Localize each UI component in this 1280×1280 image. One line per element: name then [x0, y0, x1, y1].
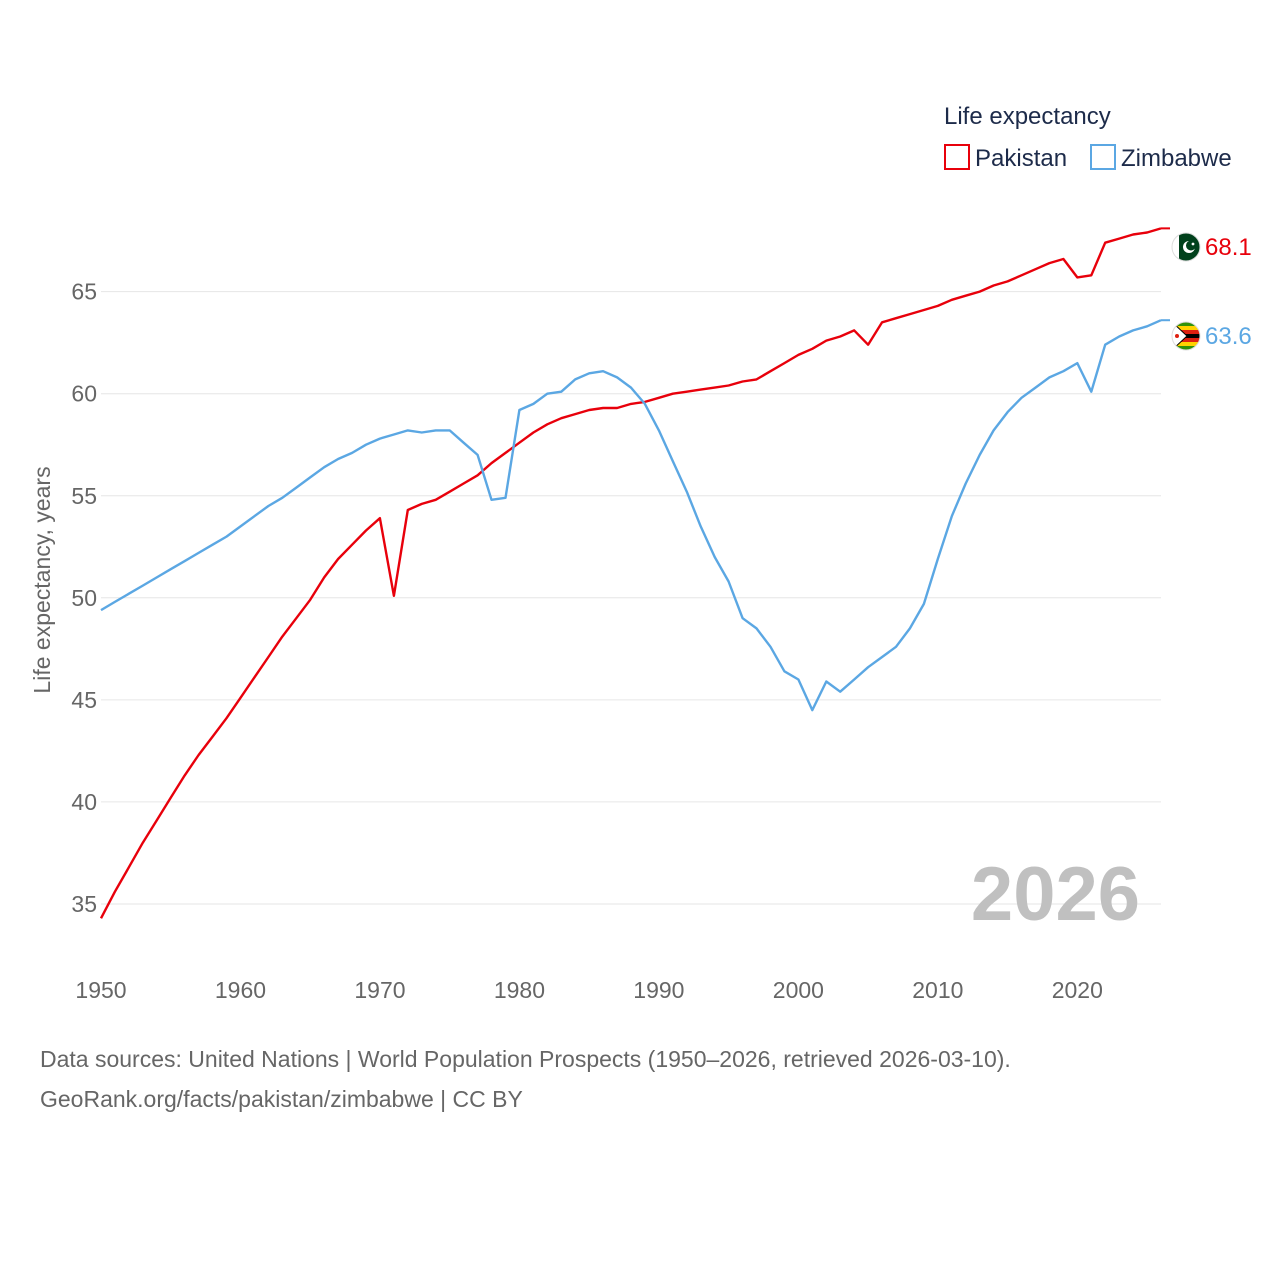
x-tick-label: 1960	[215, 977, 266, 1003]
y-axis-ticks: 35 40 45 50 55 60 65	[71, 279, 97, 917]
y-tick-label: 40	[71, 789, 97, 815]
x-tick-label: 2000	[773, 977, 824, 1003]
series-line-zimbabwe	[100, 319, 1162, 712]
y-tick-label: 35	[71, 891, 97, 917]
y-tick-label: 45	[71, 687, 97, 713]
x-tick-label: 1950	[75, 977, 126, 1003]
legend-swatch-pakistan	[944, 144, 970, 170]
x-tick-label: 2010	[912, 977, 963, 1003]
zimbabwe-flag-icon	[1172, 322, 1200, 350]
x-tick-label: 1990	[633, 977, 684, 1003]
series-line-pakistan	[99, 227, 1162, 919]
gridlines	[101, 291, 1161, 905]
series-lines	[99, 227, 1170, 919]
source-note: Data sources: United Nations | World Pop…	[40, 1046, 1011, 1072]
source-url: GeoRank.org/facts/pakistan/zimbabwe | CC…	[40, 1086, 523, 1112]
x-tick-label: 2020	[1052, 977, 1103, 1003]
series-end-labels: 68.1 63.6	[1205, 234, 1252, 350]
y-tick-label: 50	[71, 585, 97, 611]
end-value-label-pakistan: 68.1	[1205, 234, 1252, 261]
legend-label-zimbabwe: Zimbabwe	[1121, 145, 1232, 172]
legend-item-pakistan[interactable]: Pakistan	[944, 144, 1067, 172]
y-tick-label: 65	[71, 279, 97, 305]
y-tick-label: 55	[71, 483, 97, 509]
pakistan-flag-border	[1171, 232, 1201, 262]
zimbabwe-flag-border	[1171, 321, 1201, 351]
legend-title: Life expectancy	[944, 103, 1111, 130]
x-tick-label: 1970	[354, 977, 405, 1003]
legend-label-pakistan: Pakistan	[975, 145, 1067, 172]
y-tick-label: 60	[71, 381, 97, 407]
pakistan-flag-icon	[1172, 233, 1200, 261]
y-axis-title: Life expectancy, years	[29, 466, 55, 693]
legend[interactable]: Life expectancy Pakistan Zimbabwe	[944, 103, 1232, 172]
legend-swatch-zimbabwe	[1090, 144, 1116, 170]
end-value-label-zimbabwe: 63.6	[1205, 323, 1252, 350]
legend-item-zimbabwe[interactable]: Zimbabwe	[1090, 144, 1232, 172]
year-watermark: 2026	[971, 852, 1140, 937]
x-axis-ticks: 1950 1960 1970 1980 1990 2000 2010 2020	[75, 977, 1102, 1003]
x-tick-label: 1980	[494, 977, 545, 1003]
